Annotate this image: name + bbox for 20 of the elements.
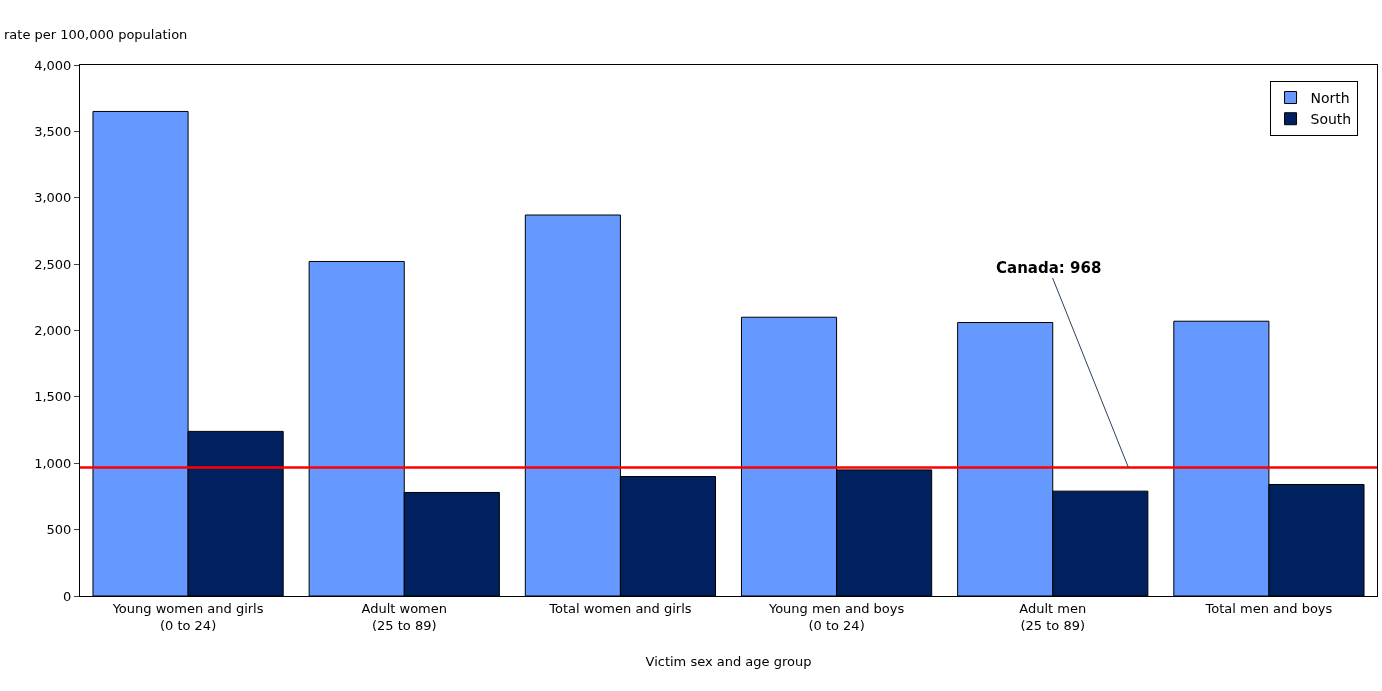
y-tick-label: 500 [46,522,72,538]
x-tick-label: Adult women (25 to 89) [361,600,447,633]
legend-label: South [1310,111,1352,128]
y-tick-label: 3,000 [34,190,72,206]
y-tick-label: 0 [63,588,72,604]
x-axis-title: Victim sex and age group [645,654,812,670]
y-tick-label: 3,500 [34,123,72,139]
y-tick-label: 1,500 [34,389,72,405]
x-tick-label: Adult men (25 to 89) [1019,600,1087,633]
x-tick-label: Young men and boys (0 to 24) [767,600,905,633]
y-tick-label: 1,000 [34,455,72,471]
y-tick-label: 2,500 [34,256,72,272]
y-tick-label: 4,000 [34,57,72,73]
x-tick-label: Total women and girls [548,600,692,616]
ref-line-label: Canada: 968 [996,259,1102,277]
y-tick-label: 2,000 [34,323,72,339]
x-tick-label: Total men and boys [1204,600,1333,616]
legend-label: North [1310,89,1350,106]
x-tick-label: Young women and girls (0 to 24) [111,600,264,633]
y-axis-title: rate per 100,000 population [4,27,188,42]
